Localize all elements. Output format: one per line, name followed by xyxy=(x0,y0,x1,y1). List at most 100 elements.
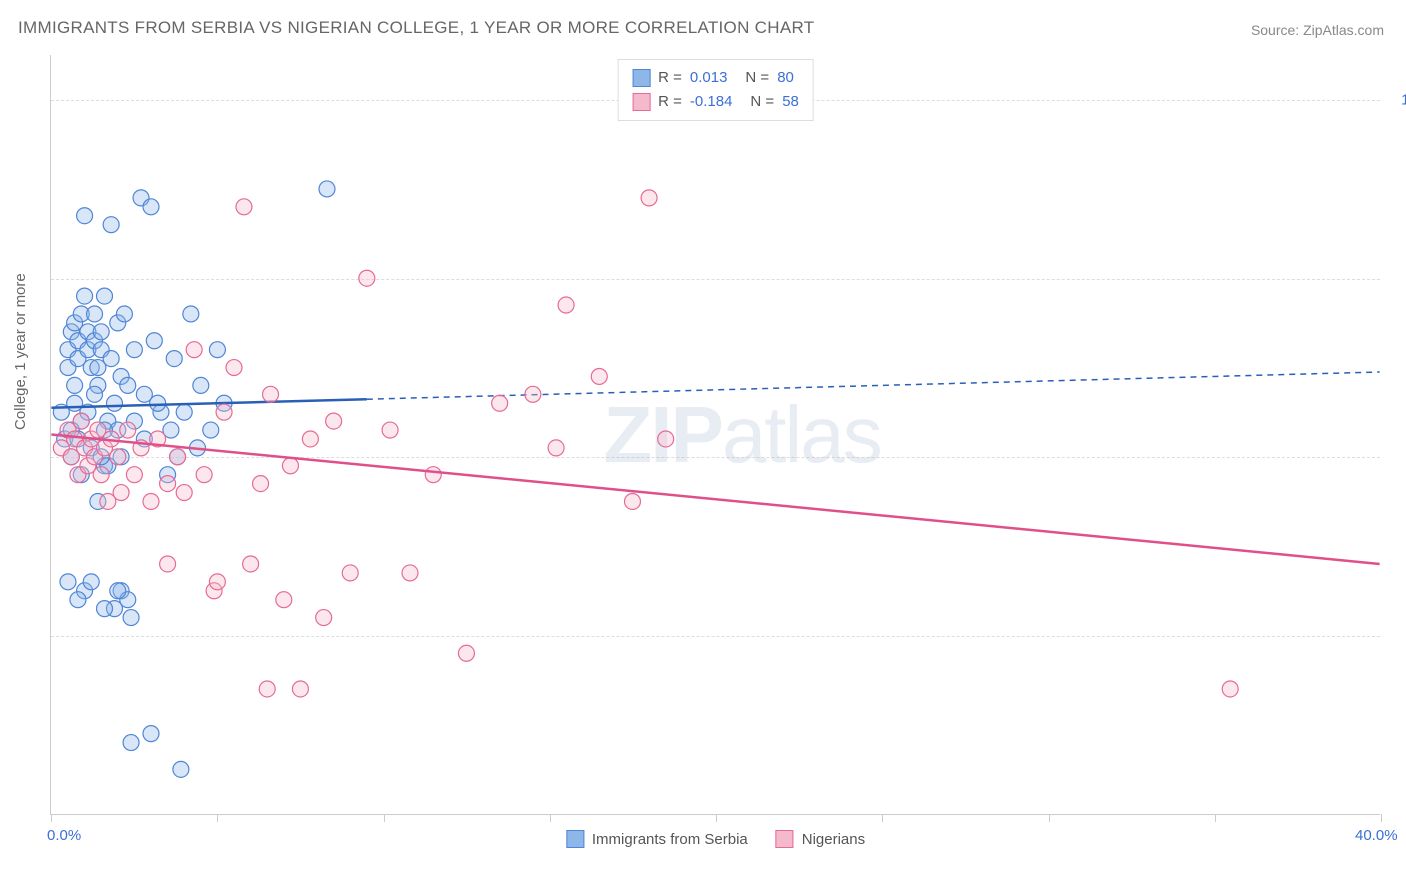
data-point xyxy=(106,395,122,411)
data-point xyxy=(126,342,142,358)
data-point xyxy=(93,467,109,483)
legend-r-value: -0.184 xyxy=(690,90,733,114)
data-point xyxy=(166,351,182,367)
data-point xyxy=(425,467,441,483)
data-point xyxy=(103,217,119,233)
data-point xyxy=(326,413,342,429)
data-point xyxy=(116,306,132,322)
legend-swatch-serbia xyxy=(632,69,650,87)
data-point xyxy=(302,431,318,447)
data-point xyxy=(170,449,186,465)
x-tick xyxy=(217,814,218,822)
data-point xyxy=(120,377,136,393)
data-point xyxy=(209,574,225,590)
data-point xyxy=(458,645,474,661)
x-tick-label: 0.0% xyxy=(47,827,81,844)
legend-stats: R = 0.013 N = 80 R = -0.184 N = 58 xyxy=(617,59,814,121)
data-point xyxy=(216,404,232,420)
data-point xyxy=(83,574,99,590)
legend-r-value: 0.013 xyxy=(690,66,728,90)
legend-n-label: N = xyxy=(750,90,774,114)
y-axis-label: College, 1 year or more xyxy=(12,273,29,430)
data-point xyxy=(123,610,139,626)
x-tick xyxy=(1215,814,1216,822)
data-point xyxy=(93,324,109,340)
legend-label: Immigrants from Serbia xyxy=(592,831,748,848)
x-tick xyxy=(384,814,385,822)
data-point xyxy=(120,422,136,438)
trend-line-extrapolated xyxy=(367,372,1380,399)
data-point xyxy=(183,306,199,322)
legend-stats-row: R = -0.184 N = 58 xyxy=(632,90,799,114)
data-point xyxy=(176,404,192,420)
data-point xyxy=(73,413,89,429)
data-point xyxy=(87,386,103,402)
data-point xyxy=(90,360,106,376)
data-point xyxy=(236,199,252,215)
data-point xyxy=(143,199,159,215)
trend-line xyxy=(51,435,1379,564)
data-point xyxy=(316,610,332,626)
legend-stats-row: R = 0.013 N = 80 xyxy=(632,66,799,90)
data-point xyxy=(186,342,202,358)
legend-item-nigerians: Nigerians xyxy=(776,830,865,848)
legend-label: Nigerians xyxy=(802,831,865,848)
data-point xyxy=(193,377,209,393)
x-tick-label: 40.0% xyxy=(1355,827,1398,844)
data-point xyxy=(282,458,298,474)
legend-item-serbia: Immigrants from Serbia xyxy=(566,830,748,848)
data-point xyxy=(173,761,189,777)
data-point xyxy=(253,476,269,492)
source-label: Source: ZipAtlas.com xyxy=(1251,22,1384,38)
data-point xyxy=(110,583,126,599)
x-tick xyxy=(1049,814,1050,822)
data-point xyxy=(263,386,279,402)
data-point xyxy=(624,493,640,509)
data-point xyxy=(143,726,159,742)
x-tick xyxy=(550,814,551,822)
data-point xyxy=(97,288,113,304)
x-tick xyxy=(716,814,717,822)
data-point xyxy=(146,333,162,349)
legend-r-label: R = xyxy=(658,66,682,90)
data-point xyxy=(176,485,192,501)
x-tick xyxy=(882,814,883,822)
data-point xyxy=(342,565,358,581)
data-point xyxy=(402,565,418,581)
data-point xyxy=(359,270,375,286)
legend-series: Immigrants from Serbia Nigerians xyxy=(566,830,865,848)
data-point xyxy=(77,288,93,304)
x-tick xyxy=(51,814,52,822)
legend-n-label: N = xyxy=(745,66,769,90)
data-point xyxy=(591,368,607,384)
data-point xyxy=(209,342,225,358)
data-point xyxy=(110,449,126,465)
legend-swatch-nigerians xyxy=(632,93,650,111)
legend-swatch-nigerians xyxy=(776,830,794,848)
data-point xyxy=(1222,681,1238,697)
chart-svg xyxy=(51,55,1380,814)
data-point xyxy=(123,735,139,751)
chart-title: IMMIGRANTS FROM SERBIA VS NIGERIAN COLLE… xyxy=(18,18,814,38)
plot-area: ZIPatlas R = 0.013 N = 80 R = -0.184 N =… xyxy=(50,55,1380,815)
data-point xyxy=(60,574,76,590)
data-point xyxy=(126,467,142,483)
data-point xyxy=(203,422,219,438)
y-tick-label: 100.0% xyxy=(1401,91,1406,108)
data-point xyxy=(67,377,83,393)
data-point xyxy=(77,208,93,224)
data-point xyxy=(641,190,657,206)
data-point xyxy=(382,422,398,438)
legend-n-value: 58 xyxy=(782,90,799,114)
legend-r-label: R = xyxy=(658,90,682,114)
data-point xyxy=(87,306,103,322)
data-point xyxy=(276,592,292,608)
legend-swatch-serbia xyxy=(566,830,584,848)
data-point xyxy=(243,556,259,572)
data-point xyxy=(548,440,564,456)
data-point xyxy=(292,681,308,697)
data-point xyxy=(196,467,212,483)
data-point xyxy=(143,493,159,509)
data-point xyxy=(558,297,574,313)
data-point xyxy=(525,386,541,402)
